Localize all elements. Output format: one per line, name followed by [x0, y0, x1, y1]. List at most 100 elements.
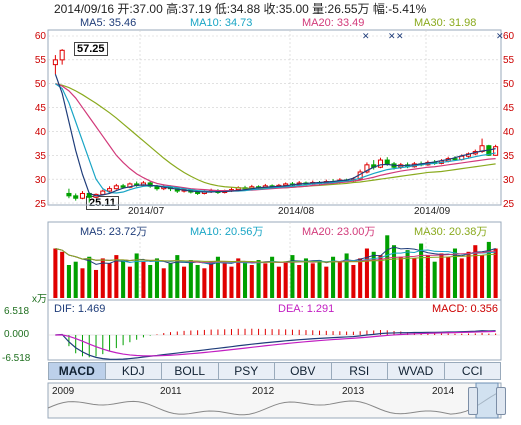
tab-psy[interactable]: PSY — [217, 362, 274, 380]
dea-label: DEA: 1.291 — [278, 303, 335, 315]
event-marker: ✕ — [362, 31, 370, 41]
volume-bar — [297, 265, 302, 298]
volume-bar — [439, 253, 444, 298]
volume-bar — [351, 265, 356, 298]
candle-body — [52, 59, 58, 66]
nav-year: 2011 — [160, 386, 182, 397]
vol-unit: x万 — [32, 294, 47, 305]
volume-bar — [53, 248, 58, 298]
dif-label: DIF: 1.469 — [54, 303, 106, 315]
volume-bar — [249, 265, 254, 298]
tab-rsi[interactable]: RSI — [330, 362, 387, 380]
volume-bar — [459, 258, 464, 298]
candle-body — [107, 188, 113, 192]
candle-body — [59, 49, 65, 61]
high-marker: 57.25 — [74, 42, 108, 56]
price-tick: 40 — [34, 127, 46, 138]
vol-ma30-line — [55, 248, 496, 263]
macd-label: MACD: 0.356 — [432, 303, 499, 315]
tab-cci[interactable]: CCI — [443, 362, 501, 380]
price-tick: 40 — [503, 127, 515, 138]
volume-bar — [209, 261, 214, 298]
volume-bar — [337, 261, 342, 298]
volume-bar — [391, 245, 397, 298]
date-label: 2014/09 — [414, 206, 451, 217]
volume-bar — [256, 260, 261, 298]
volume-bar — [141, 261, 146, 298]
candle-body — [493, 146, 499, 156]
volume-bar — [331, 256, 336, 298]
volume-bar — [121, 260, 126, 298]
quote-header: 2014/09/16 开:37.00 高:37.19 低:34.88 收:35.… — [54, 2, 427, 16]
volume-bar — [324, 266, 329, 298]
volume-bar — [161, 268, 166, 298]
volume-bar — [195, 265, 200, 298]
volume-bar — [66, 265, 71, 298]
vol-ma10-label: MA10: 20.56万 — [190, 226, 264, 238]
volume-bar — [100, 258, 105, 298]
indicator-tabs: MACD KDJ BOLL PSY OBV RSI WVAD CCI — [48, 362, 501, 380]
price-tick: 45 — [503, 103, 515, 114]
grid: ✕ ✕ ✕ ✕ — [47, 29, 504, 361]
nav-year: 2012 — [252, 386, 275, 397]
candle-body — [452, 158, 458, 161]
price-tick: 35 — [34, 151, 46, 162]
candle-body — [100, 190, 106, 195]
volume-bar — [310, 263, 315, 298]
volume-bar — [87, 256, 92, 298]
volume-bar — [378, 255, 383, 298]
ma5-line — [54, 73, 496, 197]
ma-lines — [54, 73, 496, 197]
vol-ma30-label: MA30: 20.38万 — [414, 226, 488, 238]
volume-bar — [229, 266, 234, 298]
tab-boll[interactable]: BOLL — [161, 362, 218, 380]
volume-bar — [127, 266, 132, 298]
event-marker: ✕ — [396, 31, 404, 41]
volume-bar — [134, 253, 139, 298]
candle-body — [73, 195, 79, 199]
ma20-label: MA20: 33.49 — [302, 17, 365, 29]
low-marker: 25.11 — [86, 196, 119, 210]
tab-macd[interactable]: MACD — [48, 362, 105, 380]
volume-bar — [364, 248, 369, 298]
pane-border — [47, 299, 502, 361]
price-tick: 60 — [34, 31, 46, 42]
navigator-frame — [47, 382, 502, 419]
volume-bar — [215, 256, 220, 298]
volume-bar — [317, 260, 322, 298]
price-tick: 60 — [503, 31, 515, 42]
volume-bar — [73, 261, 78, 298]
macd-axis-bot: -6.518 — [2, 353, 31, 364]
volume-bar — [80, 268, 85, 298]
ma5-label: MA5: 35.46 — [80, 17, 137, 29]
navigator-left-handle[interactable] — [468, 387, 478, 415]
volume-bar — [473, 245, 478, 298]
candle-body — [79, 192, 86, 199]
tab-kdj[interactable]: KDJ — [104, 362, 161, 380]
event-marker: ✕ — [388, 31, 396, 41]
volume-bar — [236, 258, 241, 298]
nav-year: 2013 — [342, 386, 365, 397]
candles — [52, 49, 499, 203]
navigator-right-handle[interactable] — [496, 387, 506, 415]
volume-bar — [148, 265, 153, 298]
volume-bar — [452, 248, 458, 298]
vol-ma20-label: MA20: 23.00万 — [302, 226, 376, 238]
volume-bar — [466, 251, 471, 298]
volume-bar — [290, 255, 295, 298]
volume-bar — [303, 258, 309, 298]
price-tick: 25 — [34, 199, 46, 210]
price-tick: 35 — [503, 151, 515, 162]
price-tick: 45 — [34, 103, 46, 114]
tab-obv[interactable]: OBV — [274, 362, 331, 380]
navigator-window — [475, 382, 499, 419]
volume-bar — [385, 235, 390, 298]
volume-bar — [107, 263, 112, 298]
dea-line — [55, 330, 496, 357]
price-tick: 30 — [34, 175, 46, 186]
ma10-label: MA10: 34.73 — [190, 17, 253, 29]
volume-bar — [276, 266, 281, 298]
volume-bar — [432, 261, 437, 298]
date-label: 2014/08 — [278, 206, 315, 217]
tab-wvad[interactable]: WVAD — [387, 362, 444, 380]
